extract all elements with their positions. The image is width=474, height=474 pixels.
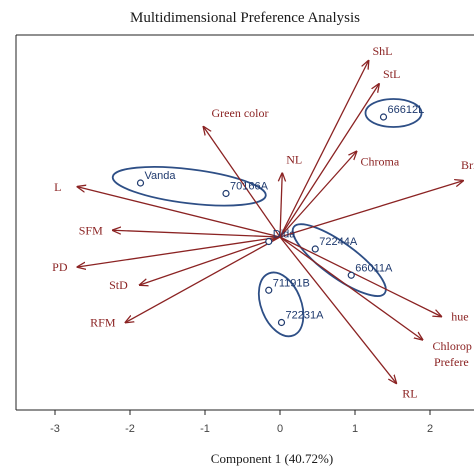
cluster-ellipse	[291, 223, 387, 297]
loading-vector-group: ShL StL Chroma Green color NL Brigh L SFM PD StD R…	[52, 44, 474, 401]
observation-label: 72244A	[319, 236, 358, 248]
observation-label: 71191B	[273, 277, 310, 289]
vector-label: StD	[109, 278, 128, 292]
loading-vector	[78, 236, 281, 267]
loading-vector	[204, 127, 281, 238]
observation-point	[347, 271, 355, 279]
x-tick-label: -2	[125, 423, 135, 435]
x-tick-label: 2	[427, 423, 433, 435]
observation-label: 66612L	[388, 104, 425, 116]
vector-label: Prefere	[434, 355, 469, 369]
vector-label: L	[54, 180, 61, 194]
cluster-ellipse	[364, 98, 423, 128]
vector-label: hue	[451, 310, 468, 324]
loading-vector	[279, 84, 379, 238]
observation-point	[136, 179, 145, 187]
loading-vector	[279, 61, 369, 238]
observation-label: 72231A	[286, 310, 325, 322]
x-tick-label: 1	[352, 423, 358, 435]
observation-point	[379, 113, 388, 121]
x-tick-group: -3 -2 -1 0 1 2	[50, 410, 433, 435]
vector-label: PD	[52, 260, 68, 274]
chart-title: Multidimensional Preference Analysis	[130, 10, 360, 26]
loading-vector	[279, 181, 463, 238]
vector-label: Brigh	[461, 158, 474, 172]
cluster-ellipse	[111, 166, 267, 207]
loading-vector	[279, 152, 357, 238]
vector-label: SFM	[79, 223, 103, 237]
observation-point	[265, 237, 273, 246]
observation-label: Vanda	[145, 170, 177, 182]
vector-label: NL	[286, 152, 302, 166]
observation-point	[265, 286, 273, 294]
cluster-ellipse	[257, 271, 305, 338]
observation-label: 70166A	[230, 181, 269, 193]
vector-label: RL	[402, 386, 417, 400]
observation-label: 66011A	[355, 262, 393, 274]
vector-label: Chlorop	[433, 339, 472, 353]
x-tick-label: -1	[200, 423, 210, 435]
x-tick-label: 0	[277, 423, 283, 435]
vector-label: StL	[383, 67, 400, 81]
vector-label: ShL	[373, 44, 393, 58]
observation-label: Dida	[273, 229, 297, 241]
loading-vector	[113, 230, 281, 238]
loading-vector	[126, 236, 281, 323]
vector-label: Chroma	[361, 155, 400, 169]
vector-label: RFM	[90, 316, 116, 330]
x-axis-label: Component 1 (40.72%)	[211, 451, 333, 466]
loading-vector	[280, 173, 282, 238]
loading-vector	[279, 236, 441, 317]
vector-label: Green color	[212, 106, 269, 120]
loading-vector	[279, 236, 396, 383]
observation-point-group: 66612L Vanda 70166A Dida 72244A 66011A 71191B 7…	[136, 104, 425, 327]
loading-vector	[279, 236, 423, 340]
observation-point	[277, 318, 286, 327]
x-tick-label: -3	[50, 423, 60, 435]
loading-vector	[78, 187, 281, 238]
observation-point	[222, 189, 230, 198]
cluster-ellipse-group	[111, 98, 423, 338]
observation-point	[311, 245, 319, 253]
loading-vector	[140, 236, 281, 285]
